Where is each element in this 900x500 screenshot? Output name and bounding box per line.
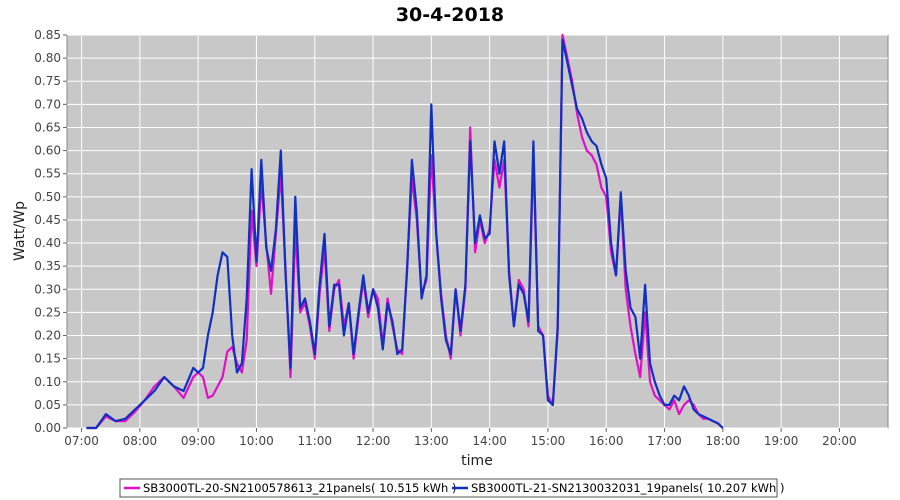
series-line-2 [86, 38, 724, 430]
series-line-1 [86, 33, 724, 430]
legend-label-series-2: SB3000TL-21-SN2130032031_19panels( 10.20… [471, 481, 784, 495]
y-tick-label: 0.30 [34, 282, 61, 296]
y-tick-label: 0.20 [34, 329, 61, 343]
y-tick-label: 0.05 [34, 398, 61, 412]
x-tick-label: 18:00 [706, 434, 741, 448]
y-tick-label: 0.10 [34, 375, 61, 389]
y-tick-label: 0.60 [34, 144, 61, 158]
x-tick-label: 20:00 [822, 434, 857, 448]
y-tick-label: 0.45 [34, 213, 61, 227]
x-tick-label: 08:00 [123, 434, 158, 448]
y-tick-label: 0.25 [34, 305, 61, 319]
x-axis-title: time [461, 453, 493, 469]
x-tick-label: 13:00 [414, 434, 449, 448]
x-tick-label: 16:00 [589, 434, 624, 448]
series-lines [86, 33, 724, 430]
y-axis: 0.00 0.05 0.10 0.15 0.20 0.25 0.30 0.35 0.40 0.45… [34, 28, 67, 435]
y-tick-label: 0.00 [34, 421, 61, 435]
y-tick-label: 0.75 [34, 74, 61, 88]
y-tick-label: 0.85 [34, 28, 61, 42]
grid [67, 34, 888, 429]
y-tick-label: 0.70 [34, 97, 61, 111]
x-tick-label: 07:00 [64, 434, 99, 448]
y-tick-label: 0.65 [34, 120, 61, 134]
y-tick-label: 0.35 [34, 259, 61, 273]
y-axis-title: Watt/Wp [12, 201, 28, 261]
y-tick-label: 0.15 [34, 352, 61, 366]
legend-box [119, 478, 778, 498]
y-tick-label: 0.55 [34, 167, 61, 181]
x-tick-label: 15:00 [531, 434, 566, 448]
x-tick-label: 14:00 [472, 434, 507, 448]
y-tick-label: 0.50 [34, 190, 61, 204]
x-tick-label: 17:00 [647, 434, 682, 448]
chart-title: 30-4-2018 [396, 4, 504, 26]
x-axis: 07:00 08:00 09:00 10:00 11:00 12:00 13:00 14:00… [64, 428, 857, 448]
x-tick-label: 09:00 [181, 434, 216, 448]
x-tick-label: 19:00 [764, 434, 799, 448]
y-tick-label: 0.40 [34, 236, 61, 250]
y-tick-label: 0.80 [34, 51, 61, 65]
x-tick-label: 11:00 [297, 434, 332, 448]
legend: SB3000TL-20-SN2100578613_21panels( 10.51… [119, 478, 784, 498]
legend-label-series-1: SB3000TL-20-SN2100578613_21panels( 10.51… [143, 481, 456, 495]
x-tick-label: 10:00 [239, 434, 274, 448]
x-tick-label: 12:00 [356, 434, 391, 448]
